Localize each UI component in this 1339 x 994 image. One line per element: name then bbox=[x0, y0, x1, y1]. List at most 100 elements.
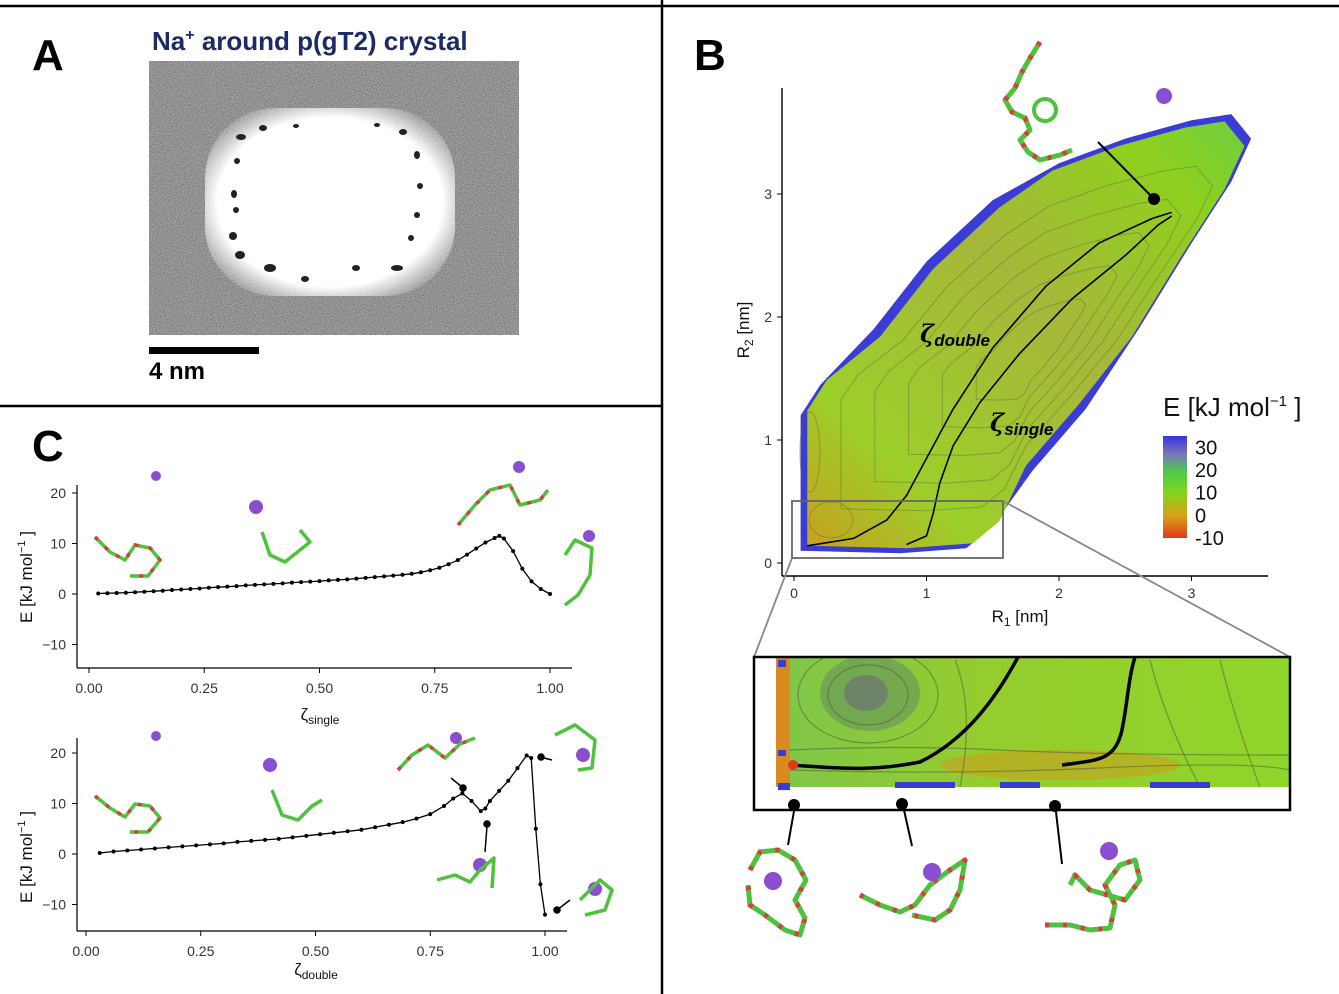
panel-a: A Na+ around p(gT2) crystal 4 nm bbox=[32, 26, 519, 385]
data-point bbox=[354, 576, 359, 581]
ion-density-spots bbox=[229, 123, 423, 282]
bottom-molecules bbox=[745, 798, 1143, 938]
data-point bbox=[478, 809, 483, 814]
zoom-inset bbox=[752, 655, 1292, 812]
data-point bbox=[414, 816, 419, 821]
data-point bbox=[263, 837, 268, 842]
data-point bbox=[317, 579, 322, 584]
density-image bbox=[149, 61, 519, 335]
data-point bbox=[418, 570, 423, 575]
data-point bbox=[180, 844, 185, 849]
data-point bbox=[359, 827, 364, 832]
contour-line bbox=[941, 265, 1118, 429]
plot-top: 0.00 0.25 0.50 0.75 1.00 20 10 0 −10 bbox=[42, 485, 572, 696]
xtick-label: 0.25 bbox=[191, 680, 218, 696]
xtick-label: 1.00 bbox=[536, 680, 563, 696]
data-point bbox=[234, 584, 239, 589]
data-point bbox=[538, 586, 543, 591]
data-point bbox=[437, 565, 442, 570]
xtick-label: 0.75 bbox=[421, 680, 448, 696]
map-xtick-label: 0 bbox=[790, 585, 798, 601]
data-point bbox=[363, 575, 368, 580]
data-point bbox=[372, 575, 377, 580]
data-point bbox=[169, 587, 174, 592]
data-point bbox=[506, 778, 511, 783]
data-point bbox=[114, 590, 119, 595]
data-point bbox=[428, 568, 433, 573]
ytick-label: 10 bbox=[50, 536, 66, 552]
map-ytick-label: 3 bbox=[764, 186, 772, 202]
data-point bbox=[197, 586, 202, 591]
ytick-label: 0 bbox=[58, 586, 66, 602]
data-point bbox=[497, 788, 502, 793]
xtick-label: 0.75 bbox=[417, 943, 444, 959]
path-double bbox=[807, 211, 1172, 547]
data-point bbox=[188, 586, 193, 591]
bottom-xlabel: ζdouble bbox=[294, 960, 338, 982]
panel-c: C 0.00 0.25 0.50 0.75 1.00 20 10 0 −10 E [kJ mol… bbox=[16, 422, 614, 982]
data-point bbox=[318, 832, 323, 837]
data-point bbox=[331, 830, 336, 835]
map-ylabel: R2 [nm] bbox=[734, 302, 756, 359]
data-point bbox=[249, 838, 254, 843]
data-point bbox=[166, 845, 171, 850]
map-ytick-label: 2 bbox=[764, 309, 772, 325]
ytick-label: 20 bbox=[50, 485, 66, 501]
contour-line bbox=[975, 298, 1087, 401]
data-point bbox=[308, 579, 313, 584]
path-single bbox=[906, 215, 1173, 546]
data-point bbox=[501, 536, 506, 541]
data-point bbox=[225, 584, 230, 589]
contour-line bbox=[874, 198, 1182, 484]
panel-a-title: Na+ around p(gT2) crystal bbox=[152, 26, 468, 56]
data-point bbox=[543, 912, 547, 917]
sodium-ion-icon bbox=[1156, 88, 1172, 104]
data-point bbox=[524, 753, 529, 758]
data-point bbox=[511, 549, 516, 554]
data-point bbox=[271, 581, 276, 586]
plot-bottom: 0.00 0.25 0.50 0.75 1.00 20 10 0 −10 bbox=[42, 738, 567, 959]
data-point bbox=[299, 580, 304, 585]
data-point bbox=[386, 822, 391, 827]
data-point bbox=[497, 533, 502, 538]
data-point bbox=[243, 583, 248, 588]
data-point bbox=[280, 581, 285, 586]
ytick-label: 20 bbox=[50, 745, 66, 761]
data-point bbox=[96, 591, 101, 596]
data-point bbox=[529, 756, 534, 761]
map-ytick-label: 0 bbox=[764, 555, 772, 571]
data-point bbox=[142, 589, 147, 594]
xtick-label: 1.00 bbox=[531, 943, 558, 959]
data-point bbox=[515, 766, 520, 771]
ytick-label: −10 bbox=[42, 897, 66, 913]
data-point bbox=[290, 835, 295, 840]
xtick-label: 0.25 bbox=[187, 943, 214, 959]
colorbar-tick-label: 30 bbox=[1195, 437, 1217, 459]
molecule-top bbox=[1001, 40, 1172, 163]
map-ytick-label: 1 bbox=[764, 432, 772, 448]
data-point bbox=[451, 796, 456, 801]
scale-label: 4 nm bbox=[149, 358, 205, 385]
data-point bbox=[207, 842, 212, 847]
data-point bbox=[262, 582, 267, 587]
map-xtick-label: 1 bbox=[923, 585, 931, 601]
data-point bbox=[533, 826, 538, 831]
map-xlabel: R1 [nm] bbox=[992, 607, 1049, 629]
data-point bbox=[335, 577, 340, 582]
panel-c-molecules bbox=[93, 461, 614, 917]
data-point bbox=[152, 846, 157, 851]
panel-b-label: B bbox=[694, 31, 726, 80]
zoom-box bbox=[791, 500, 1004, 559]
legend-title: E [kJ mol−1 ] bbox=[1163, 392, 1301, 422]
data-point bbox=[151, 589, 156, 594]
colorbar-tick-label: 20 bbox=[1195, 460, 1217, 482]
top-xlabel: ζsingle bbox=[301, 705, 340, 727]
ytick-label: −10 bbox=[42, 637, 66, 653]
bottom-ylabel: E [kJ mol−1 ] bbox=[16, 811, 36, 903]
map-xtick-label: 3 bbox=[1188, 585, 1196, 601]
data-point bbox=[455, 558, 460, 563]
data-point bbox=[97, 850, 102, 855]
